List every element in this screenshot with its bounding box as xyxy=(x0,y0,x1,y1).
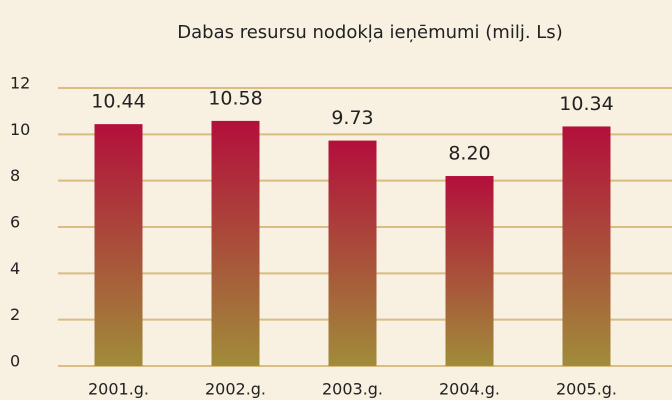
bar xyxy=(211,120,260,366)
value-label: 10.44 xyxy=(91,91,145,113)
y-tick-label: 10 xyxy=(10,120,30,139)
y-tick-label: 2 xyxy=(10,305,20,324)
chart-title: Dabas resursu nodokļa ieņēmumi (milj. Ls… xyxy=(177,22,562,43)
x-tick-label: 2002.g. xyxy=(205,380,266,399)
bar xyxy=(562,126,611,366)
y-tick-label: 12 xyxy=(10,74,30,93)
value-label: 9.73 xyxy=(331,107,373,129)
y-tick-label: 6 xyxy=(10,213,20,232)
bar xyxy=(445,176,494,366)
x-tick-label: 2004.g. xyxy=(439,380,500,399)
x-tick-label: 2005.g. xyxy=(556,380,617,399)
value-label: 10.34 xyxy=(559,93,613,115)
y-tick-label: 4 xyxy=(10,259,20,278)
y-tick-label: 8 xyxy=(10,166,20,185)
bar xyxy=(328,140,377,366)
value-label: 8.20 xyxy=(448,143,490,165)
x-tick-label: 2003.g. xyxy=(322,380,383,399)
bar xyxy=(94,124,143,366)
y-tick-label: 0 xyxy=(10,352,20,371)
value-label: 10.58 xyxy=(208,87,262,109)
x-tick-label: 2001.g. xyxy=(88,380,149,399)
